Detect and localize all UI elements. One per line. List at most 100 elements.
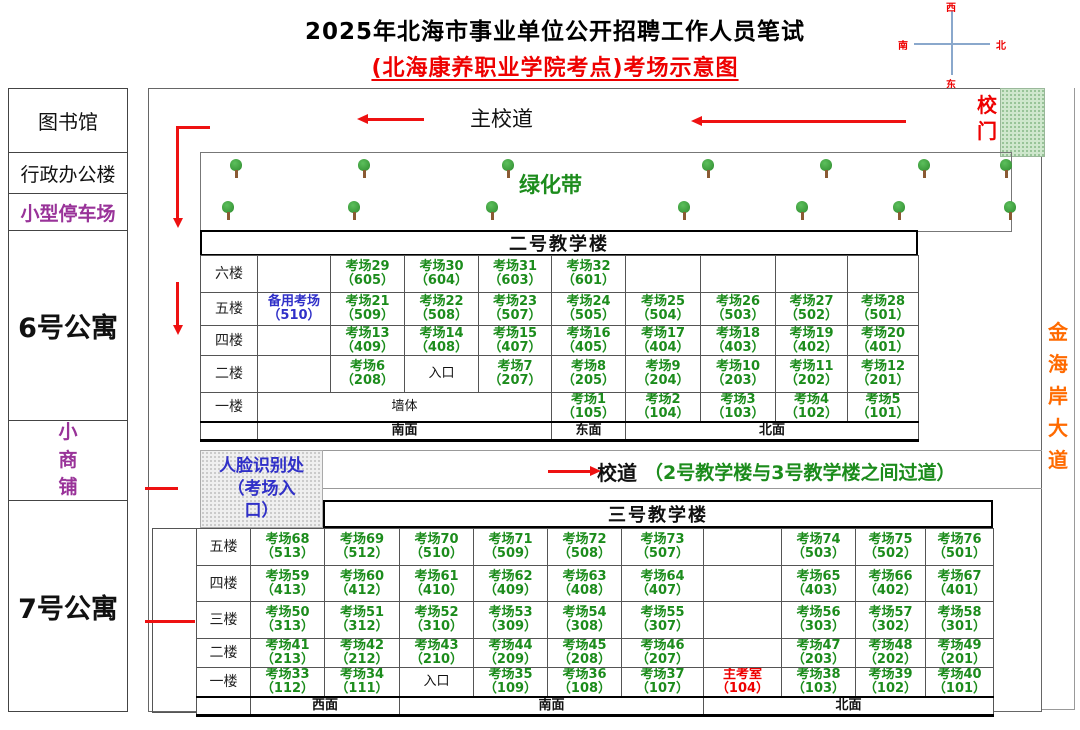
- wall-cell: 墙体: [257, 392, 552, 423]
- exam-room-cell: 考场28 （501）: [847, 292, 919, 326]
- title-line1: 2025年北海市事业单位公开招聘工作人员笔试: [304, 19, 805, 45]
- exam-room-cell: 考场76 （501）: [925, 528, 994, 566]
- floor-label: 四楼: [196, 565, 251, 602]
- empty-cell: [700, 255, 776, 293]
- tree-trunk: [707, 170, 710, 178]
- exam-room-cell: 考场45 （208）: [547, 638, 622, 668]
- exam-room-cell: 考场42 （212）: [324, 638, 400, 668]
- exam-room-cell: 考场9 （204）: [625, 355, 701, 393]
- face-label: 南面: [257, 421, 552, 441]
- exam-room-cell: 考场68 （513）: [250, 528, 325, 566]
- floor-label: 二楼: [196, 638, 251, 668]
- corridor-top-line: [323, 450, 1042, 451]
- sidebar-item-label: 小型停车场: [20, 202, 116, 225]
- sidebar-item-shops: 小商铺: [9, 421, 127, 501]
- tree-icon: [1003, 201, 1017, 221]
- exam-room-cell: 考场4 （102）: [775, 392, 848, 423]
- building3-table: 五楼 考场68 （513） 考场69 （512） 考场70 （510） 考场71 （509） 考场…: [196, 528, 994, 717]
- empty-cell: [257, 355, 331, 393]
- arrow-left-icon: [357, 114, 424, 124]
- gate-label: 校门: [977, 93, 997, 143]
- tree-icon: [677, 201, 691, 221]
- exam-room-cell: 考场3 （103）: [700, 392, 776, 423]
- floor-label: 五楼: [200, 292, 258, 326]
- tree-icon: [229, 159, 243, 179]
- sidebar-item-dorm-6: 6号公寓: [9, 231, 127, 421]
- floor-label: 六楼: [200, 255, 258, 293]
- exam-room-cell: 考场62 （409）: [473, 565, 548, 602]
- exam-room-cell: 考场49 （201）: [925, 638, 994, 668]
- empty-cell: [847, 255, 919, 293]
- page-title: 2025年北海市事业单位公开招聘工作人员笔试 (北海康养职业学院考点)考场示意图: [80, 12, 1030, 82]
- exam-room-cell: 考场52 （310）: [399, 601, 474, 639]
- arrow-down-icon: [172, 126, 183, 228]
- tree-icon: [819, 159, 833, 179]
- tree-icon: [501, 159, 515, 179]
- corridor-note: （2号教学楼与3号教学楼之间过道）: [644, 461, 956, 484]
- tree-trunk: [507, 170, 510, 178]
- tree-trunk: [353, 212, 356, 220]
- floor-label: 三楼: [196, 601, 251, 639]
- tree-trunk: [363, 170, 366, 178]
- exam-room-cell: 考场25 （504）: [625, 292, 701, 326]
- exam-room-cell: 考场48 （202）: [855, 638, 926, 668]
- exam-room-cell: 考场30 （604）: [404, 255, 479, 293]
- exam-room-cell: 考场61 （410）: [399, 565, 474, 602]
- red-connector-line: [145, 487, 178, 490]
- exam-room-cell: 考场53 （309）: [473, 601, 548, 639]
- red-connector-line: [145, 620, 195, 623]
- tree-crown: [230, 159, 242, 171]
- tree-crown: [502, 159, 514, 171]
- exam-room-cell: 考场26 （503）: [700, 292, 776, 326]
- tree-crown: [820, 159, 832, 171]
- empty-cell: [196, 696, 251, 716]
- exam-room-cell: 考场15 （407）: [478, 325, 552, 356]
- exam-room-cell: 考场10 （203）: [700, 355, 776, 393]
- floor-label: 五楼: [196, 528, 251, 566]
- floor-label: 四楼: [200, 325, 258, 356]
- tree-crown: [222, 201, 234, 213]
- floor-label: 一楼: [200, 392, 258, 423]
- building2-table: 六楼 考场29 （605） 考场30 （604） 考场31 （603） 考场32 （601） 五楼…: [200, 255, 919, 442]
- exam-room-cell: 考场12 （201）: [847, 355, 919, 393]
- exam-room-cell: 考场47 （203）: [781, 638, 856, 668]
- tree-trunk: [491, 212, 494, 220]
- tree-icon: [999, 159, 1013, 179]
- tree-icon: [347, 201, 361, 221]
- tree-crown: [893, 201, 905, 213]
- compass-south-label: 南: [898, 41, 908, 52]
- tree-icon: [357, 159, 371, 179]
- exam-room-cell: 考场57 （302）: [855, 601, 926, 639]
- tree-trunk: [235, 170, 238, 178]
- tree-crown: [678, 201, 690, 213]
- exam-room-cell: 考场16 （405）: [551, 325, 626, 356]
- compass-vertical-line: [951, 11, 953, 75]
- exam-room-cell: 考场5 （101）: [847, 392, 919, 423]
- tree-crown: [1000, 159, 1012, 171]
- tree-icon: [485, 201, 499, 221]
- compass: 西 南 北 东: [898, 2, 1008, 91]
- tree-crown: [1004, 201, 1016, 213]
- face-label: 东面: [551, 421, 626, 441]
- exam-room-cell: 考场50 （313）: [250, 601, 325, 639]
- tree-trunk: [1005, 170, 1008, 178]
- exam-room-cell: 考场40 （101）: [925, 667, 994, 698]
- exam-room-cell: 考场21 （509）: [330, 292, 405, 326]
- exam-room-cell: 考场43 （210）: [399, 638, 474, 668]
- building2-title: 二号教学楼: [200, 230, 918, 256]
- empty-cell: [625, 255, 701, 293]
- empty-cell: [703, 638, 782, 668]
- sidebar-item-label: 7号公寓: [18, 593, 118, 625]
- sidebar: 图书馆 行政办公楼 小型停车场 6号公寓 小商铺 7号公寓: [8, 88, 128, 712]
- exam-room-cell: 考场71 （509）: [473, 528, 548, 566]
- exam-room-cell: 考场39 （102）: [855, 667, 926, 698]
- exam-room-cell: 考场63 （408）: [547, 565, 622, 602]
- sidebar-item-label: 图书馆: [38, 110, 98, 134]
- exam-room-cell: 考场51 （312）: [324, 601, 400, 639]
- east-road-label: 金海岸大道: [1048, 320, 1068, 472]
- exam-room-cell: 考场55 （307）: [621, 601, 704, 639]
- tree-trunk: [923, 170, 926, 178]
- exam-room-cell: 考场66 （402）: [855, 565, 926, 602]
- face-label: 北面: [625, 421, 919, 441]
- tree-crown: [918, 159, 930, 171]
